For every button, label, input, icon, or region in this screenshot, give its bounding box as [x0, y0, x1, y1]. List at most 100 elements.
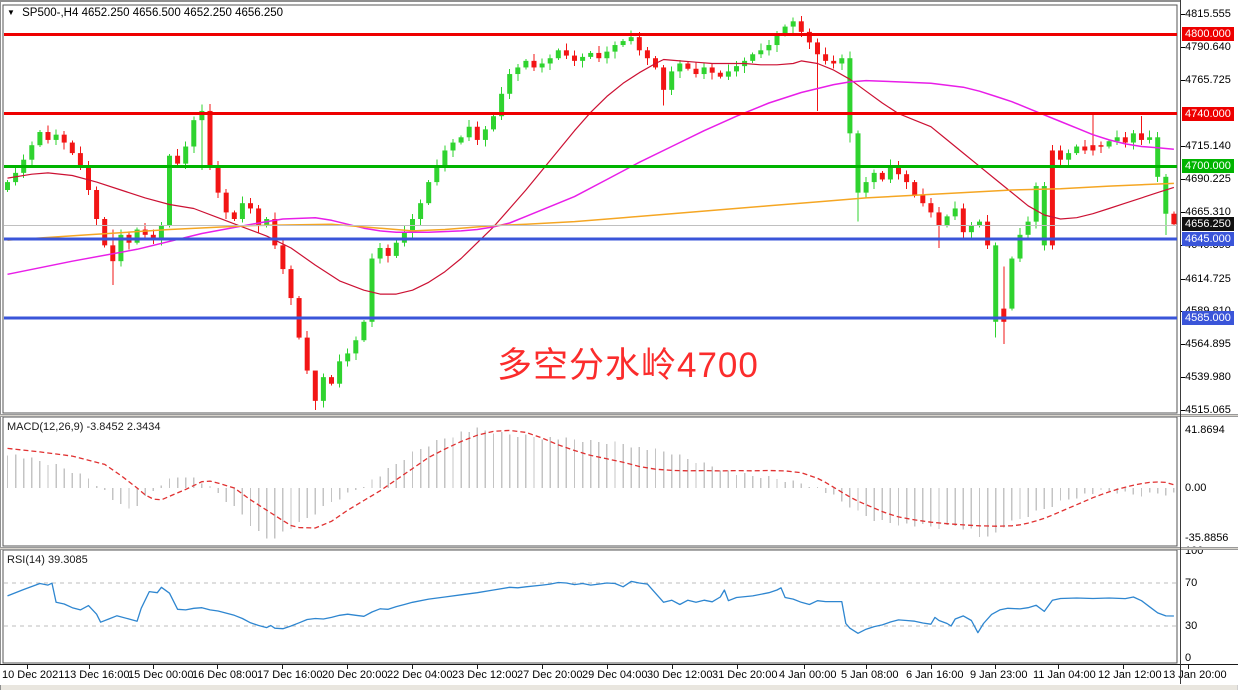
candle	[361, 321, 367, 341]
time-label: 16 Dec 08:00	[192, 669, 258, 681]
price-badge-4656.250: 4656.250	[1182, 216, 1234, 231]
candle	[507, 74, 513, 94]
candle	[86, 166, 91, 191]
price-badge-4645.000: 4645.000	[1182, 231, 1234, 246]
candle	[450, 142, 456, 151]
candle	[458, 137, 464, 143]
chart-symbol: SP500-,H4	[22, 7, 79, 19]
candle	[29, 145, 35, 160]
time-tick-mark	[804, 665, 805, 669]
time-tick-mark	[607, 665, 608, 669]
candle	[94, 190, 100, 219]
time-tick-mark	[1058, 665, 1059, 669]
time-tick-mark	[866, 665, 867, 669]
candle	[1130, 133, 1136, 143]
candle	[539, 63, 545, 68]
candle	[1139, 133, 1144, 140]
candle	[1009, 258, 1015, 309]
time-tick-mark	[737, 665, 738, 669]
candle	[1163, 176, 1169, 214]
candle	[312, 370, 318, 401]
time-label: 5 Jan 08:00	[841, 669, 899, 681]
panel-separator-macd[interactable]	[0, 414, 1238, 417]
candle	[142, 229, 148, 235]
candle	[879, 172, 885, 180]
candle	[442, 150, 448, 167]
candle	[952, 208, 958, 217]
time-label: 23 Dec 12:00	[452, 669, 518, 681]
candle	[207, 110, 213, 167]
rsi-tick: 30	[1185, 620, 1198, 632]
candle	[248, 203, 253, 209]
symbol-dropdown-icon[interactable]: ▼	[7, 8, 15, 17]
ma-long-orange	[7, 182, 1174, 241]
price-tick-mark	[1181, 212, 1185, 213]
macd-label: MACD(12,26,9) -3.8452 2.3434	[7, 421, 161, 433]
candle	[750, 54, 756, 61]
candle	[887, 166, 893, 180]
time-label: 30 Dec 12:00	[647, 669, 713, 681]
macd-tick: 0.00	[1185, 482, 1207, 494]
price-tick: 4715.140	[1185, 140, 1231, 153]
candle	[1001, 308, 1007, 322]
macd-tick: 41.8694	[1185, 423, 1225, 436]
candle	[5, 182, 10, 191]
main-chart-panel[interactable]	[0, 0, 1180, 416]
candle	[158, 225, 164, 239]
candle	[175, 155, 181, 164]
candle	[968, 225, 974, 233]
candle	[353, 340, 359, 354]
candle	[636, 37, 642, 51]
time-label: 15 Dec 00:00	[128, 669, 194, 681]
candle	[369, 258, 375, 322]
time-label: 17 Dec 16:00	[257, 669, 323, 681]
candle	[1155, 137, 1161, 177]
price-axis[interactable]: 4815.555 4790.640 4765.725 4715.140 4690.225…	[1180, 0, 1238, 684]
candle	[661, 67, 667, 90]
candle	[426, 182, 432, 204]
candle	[734, 66, 739, 72]
candle	[231, 212, 237, 219]
time-axis[interactable]: 10 Dec 2021 13 Dec 16:00 15 Dec 00:00 16 De…	[0, 664, 1238, 685]
chart-ohlc: 4652.250 4656.500 4652.250 4656.250	[81, 7, 284, 19]
candle	[320, 377, 326, 401]
candle	[434, 166, 440, 183]
price-tick-mark	[1181, 79, 1185, 81]
candle	[798, 21, 804, 32]
candle	[725, 71, 731, 77]
time-tick-mark	[89, 665, 90, 669]
chart-title: ▼ SP500-,H4 4652.250 4656.500 4652.250 4…	[7, 7, 283, 19]
candle	[531, 60, 537, 68]
candle	[61, 134, 67, 143]
time-tick-mark	[153, 665, 154, 669]
window-left-border	[0, 0, 1, 690]
macd-panel[interactable]	[0, 417, 1180, 547]
annotation-watershed: 多空分水岭4700	[497, 346, 759, 385]
time-label: 13 Dec 16:00	[64, 669, 130, 681]
rsi-tick: 70	[1185, 577, 1198, 589]
candle	[847, 58, 853, 134]
candle	[256, 208, 262, 226]
candle	[515, 67, 521, 75]
candle	[920, 195, 926, 204]
panel-separator-rsi[interactable]	[0, 547, 1238, 550]
time-tick-mark	[931, 665, 932, 669]
candle	[329, 377, 334, 384]
candle	[985, 221, 991, 246]
candle	[345, 353, 351, 362]
candle	[1066, 153, 1072, 160]
candle	[1033, 186, 1039, 222]
candle	[1171, 213, 1177, 225]
candle	[1049, 150, 1055, 246]
time-label: 29 Dec 04:00	[582, 669, 648, 681]
rsi-panel[interactable]	[0, 550, 1180, 664]
candle	[766, 45, 772, 51]
candle	[896, 166, 901, 175]
candle	[466, 126, 472, 138]
candle	[936, 212, 942, 226]
candle	[385, 247, 391, 256]
candle	[944, 216, 950, 226]
candle	[215, 166, 221, 193]
candle	[37, 132, 43, 146]
candle	[474, 126, 480, 140]
